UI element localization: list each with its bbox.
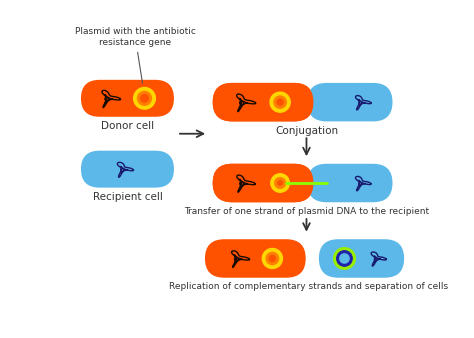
Circle shape (266, 252, 279, 265)
Circle shape (134, 88, 155, 109)
FancyBboxPatch shape (307, 83, 392, 121)
Circle shape (275, 178, 285, 188)
FancyBboxPatch shape (205, 239, 306, 278)
FancyBboxPatch shape (213, 164, 313, 202)
Circle shape (262, 248, 283, 268)
Text: Transfer of one strand of plasmid DNA to the recipient: Transfer of one strand of plasmid DNA to… (184, 207, 429, 216)
Circle shape (141, 94, 148, 102)
FancyBboxPatch shape (307, 164, 392, 202)
Text: Plasmid with the antibiotic
resistance gene: Plasmid with the antibiotic resistance g… (75, 27, 196, 83)
Circle shape (277, 99, 283, 105)
Circle shape (340, 254, 349, 263)
FancyBboxPatch shape (81, 80, 174, 117)
FancyBboxPatch shape (213, 164, 313, 202)
FancyBboxPatch shape (81, 151, 174, 188)
Circle shape (270, 92, 290, 112)
Text: Donor cell: Donor cell (101, 121, 154, 131)
Text: Conjugation: Conjugation (275, 126, 338, 136)
FancyBboxPatch shape (213, 83, 313, 121)
Text: Recipient cell: Recipient cell (92, 192, 163, 202)
Circle shape (334, 248, 356, 269)
Circle shape (269, 256, 275, 262)
Circle shape (271, 174, 290, 192)
FancyBboxPatch shape (213, 83, 313, 121)
Circle shape (278, 181, 283, 185)
Text: Replication of complementary strands and separation of cells: Replication of complementary strands and… (169, 282, 448, 291)
FancyBboxPatch shape (319, 239, 404, 278)
Circle shape (274, 96, 286, 108)
Circle shape (337, 251, 352, 266)
Circle shape (137, 91, 152, 105)
